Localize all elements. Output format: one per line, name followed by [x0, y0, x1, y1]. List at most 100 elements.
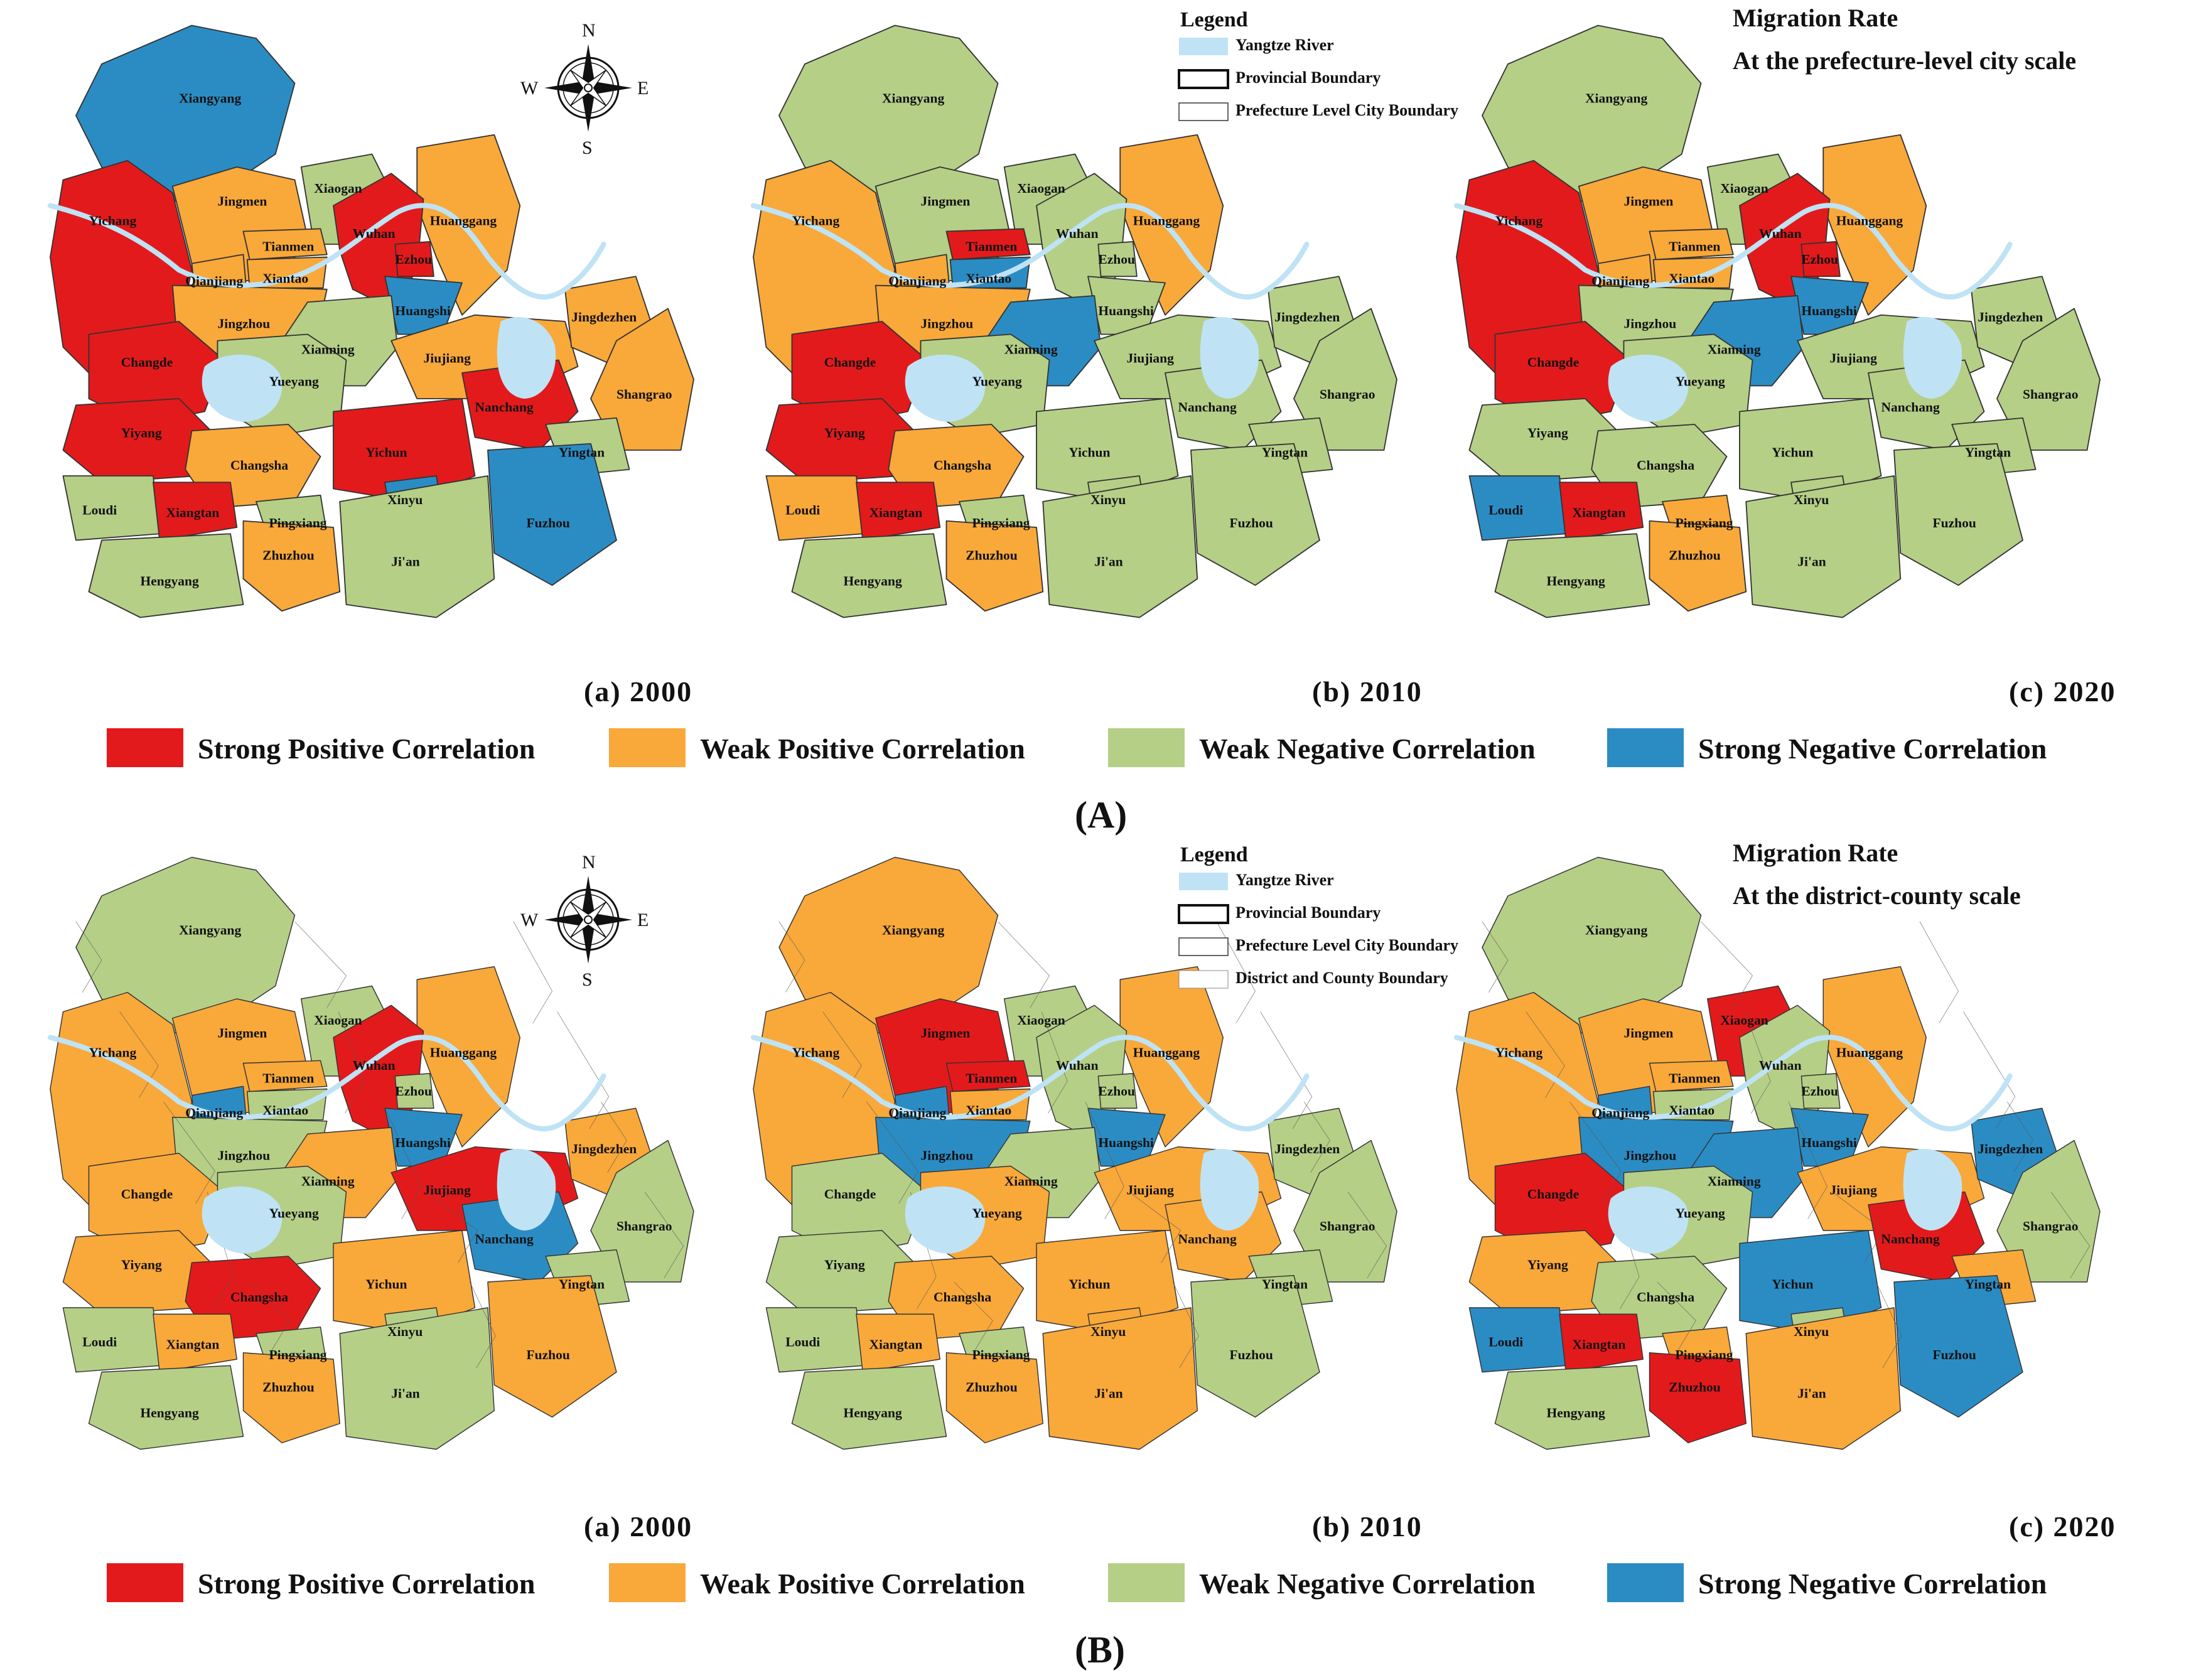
city-label: Tianmen [262, 239, 314, 254]
city-label: Huanggang [1133, 1045, 1200, 1060]
yangtze-river [47, 1035, 606, 1131]
city-label: Changde [121, 1187, 173, 1202]
city-label: Xianning [1004, 1173, 1058, 1188]
region-hengyang [1494, 1365, 1650, 1450]
city-label: Xianning [301, 1173, 355, 1188]
city-label: Xiangtan [1573, 505, 1626, 520]
panel-label-2010: (b) 2010 [1312, 676, 1423, 708]
region-jian [1745, 1307, 1901, 1450]
region-fuzhou [487, 443, 617, 586]
region-xiantao [1652, 256, 1734, 289]
city-label: Ezhou [1098, 1084, 1135, 1099]
legend-swatch [1178, 937, 1229, 956]
city-label: Xinyu [1090, 492, 1126, 507]
city-label: Nanchang [1881, 400, 1940, 415]
city-label: Yichun [365, 444, 407, 460]
legend-weak-negative: Weak Negative Correlation [1199, 1568, 1536, 1600]
city-label: Xiangyang [1585, 923, 1647, 938]
region-xiantao [246, 256, 328, 289]
legend-swatch [1178, 69, 1229, 89]
city-label: Xianning [1708, 1173, 1761, 1188]
city-label: Wuhan [1759, 226, 1802, 241]
city-label: Ji'an [1094, 554, 1122, 569]
city-label: Tianmen [966, 1070, 1017, 1085]
city-label: Hengyang [141, 1405, 199, 1420]
region-jian [1745, 475, 1902, 618]
city-label: Shangrao [616, 387, 672, 402]
region-zhuzhou [1649, 1352, 1747, 1443]
city-label: Fuzhou [1933, 1347, 1976, 1362]
lake-shape [202, 354, 283, 422]
county-boundaries [75, 921, 684, 1369]
city-label: Yueyang [269, 374, 320, 389]
region-ezhou [394, 240, 434, 277]
city-label: Xiantao [262, 271, 308, 286]
region-xiangtan [153, 1313, 237, 1373]
city-label: Nanchang [475, 1232, 534, 1247]
region-changde [791, 1153, 928, 1257]
region-zhuzhou [242, 1352, 340, 1443]
city-label: Qianjiang [888, 1106, 946, 1121]
city-label: Yingtan [559, 1276, 605, 1291]
legend-swatch [1179, 38, 1228, 55]
region-fuzhou [1893, 1275, 2023, 1418]
region-changde [1494, 321, 1631, 425]
region-tianmen [945, 1060, 1031, 1092]
city-label: Yichang [89, 213, 137, 228]
legend-item-label: District and County Boundary [1235, 969, 1448, 987]
lake-shape [1903, 1148, 1962, 1230]
city-label: Ji'an [1094, 1386, 1122, 1401]
city-label: Qianjiang [888, 274, 946, 289]
legend-item-label: Provincial Boundary [1235, 903, 1381, 922]
compass-icon: N S E W [520, 852, 649, 990]
legend-strong-negative: Strong Negative Correlation [1698, 733, 2047, 765]
swatch-strong-negative [1607, 728, 1684, 767]
city-label: Zhuzhou [262, 547, 315, 563]
city-label: Xiantao [262, 1103, 308, 1118]
region-changde [88, 1153, 225, 1257]
city-label: Ezhou [395, 252, 432, 267]
city-label: Jingzhou [1624, 316, 1677, 331]
compass-north: N [582, 20, 596, 41]
city-label: Yichang [792, 213, 840, 228]
legend-strong-positive: Strong Positive Correlation [198, 1568, 535, 1600]
compass-icon: N S E W [520, 20, 649, 158]
county-boundaries [778, 921, 1387, 1369]
city-label: Xinyu [1794, 492, 1829, 507]
lake-shape [202, 1186, 283, 1254]
legend-item-label: Yangtze River [1235, 871, 1334, 889]
city-label: Yueyang [269, 1206, 320, 1221]
city-label: Xinyu [387, 492, 423, 507]
city-label: Ezhou [395, 1084, 432, 1099]
compass-east: E [637, 78, 649, 99]
legend-weak-negative: Weak Negative Correlation [1199, 733, 1536, 765]
city-label: Hengyang [1547, 573, 1605, 588]
city-label: Xiangtan [166, 505, 220, 520]
migration-rate-subtitle: At the prefecture-level city scale [1733, 46, 2076, 75]
city-label: Loudi [1488, 1335, 1523, 1350]
lake-shape [497, 1148, 556, 1230]
yangtze-river [750, 203, 1310, 299]
city-label: Yiyang [121, 1257, 162, 1273]
city-label: Yiyang [1527, 426, 1568, 441]
region-shangrao [1996, 1139, 2101, 1283]
legend-item-label: Yangtze River [1235, 36, 1334, 54]
city-label: Huanggang [1836, 1045, 1903, 1060]
city-label: Xiangyang [179, 91, 241, 106]
region-xiantao [1652, 1088, 1734, 1121]
region-xiantao [949, 1088, 1031, 1121]
city-label: Jiujiang [1830, 1183, 1878, 1198]
city-label: Xiantao [966, 271, 1011, 286]
lake-shape [1200, 1148, 1259, 1230]
lake-shape [905, 354, 986, 422]
city-label: Hengyang [844, 1405, 902, 1420]
map-legend: Legend Yangtze River Provincial Boundary Pr… [1178, 843, 1458, 989]
city-label: Huangshi [395, 303, 451, 318]
city-label: Shangrao [616, 1219, 672, 1234]
city-label: Loudi [82, 1335, 117, 1350]
city-label: Fuzhou [1933, 515, 1976, 530]
city-label: Changsha [1637, 458, 1694, 473]
city-label: Wuhan [353, 1058, 396, 1073]
city-label: Huangshi [395, 1135, 451, 1150]
